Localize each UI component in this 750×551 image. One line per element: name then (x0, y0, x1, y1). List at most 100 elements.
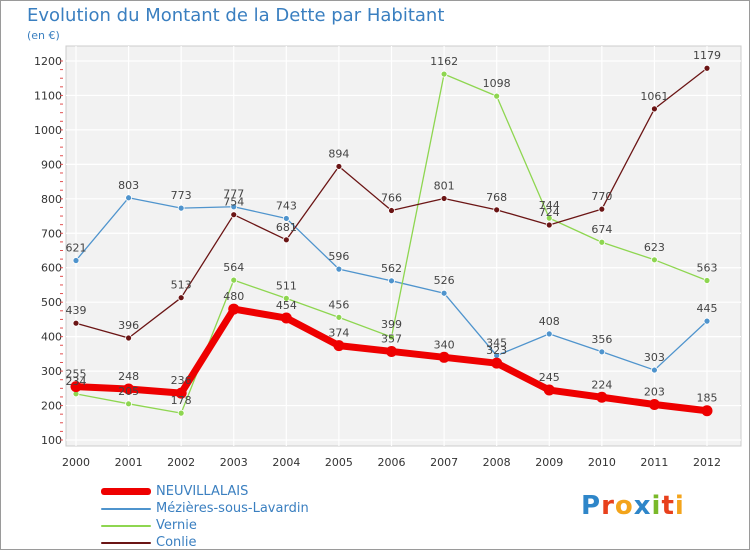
data-label: 234 (66, 375, 87, 388)
data-label: 623 (644, 241, 665, 254)
data-label: 357 (381, 332, 402, 345)
data-point (703, 277, 711, 284)
data-label: 303 (644, 351, 665, 364)
data-point (280, 312, 292, 324)
legend-item: Vernie (101, 517, 309, 534)
y-tick-label: 1000 (34, 124, 62, 137)
legend-item: NEUVILLALAIS (101, 483, 309, 500)
data-label: 674 (591, 223, 612, 236)
data-point (440, 70, 448, 78)
legend-label: Mézières-sous-Lavardin (156, 501, 309, 516)
data-label: 777 (223, 188, 244, 201)
data-label: 743 (276, 199, 297, 212)
data-label: 894 (328, 147, 349, 160)
data-point (703, 317, 711, 325)
data-label: 374 (328, 327, 349, 340)
data-point (545, 221, 553, 229)
data-point (333, 340, 345, 352)
data-point (230, 203, 238, 211)
legend-swatch (101, 541, 151, 544)
y-tick-label: 1200 (34, 55, 62, 68)
y-tick-label: 600 (41, 262, 62, 275)
x-tick-label: 2004 (272, 456, 300, 469)
chart-subtitle: (en €) (27, 29, 60, 42)
data-point (177, 294, 185, 302)
data-point (388, 333, 395, 341)
x-tick-label: 2000 (62, 456, 90, 469)
data-point (598, 348, 606, 356)
data-point (440, 195, 448, 202)
data-point (648, 399, 660, 411)
data-label: 439 (66, 304, 87, 317)
data-label: 205 (118, 385, 139, 398)
y-tick-label: 1100 (34, 89, 62, 102)
data-point (598, 238, 606, 246)
y-tick-label: 100 (41, 434, 62, 447)
data-point (596, 391, 608, 403)
data-label: 596 (328, 250, 349, 263)
y-tick-label: 400 (41, 331, 62, 344)
data-point (651, 256, 658, 264)
data-label: 511 (276, 279, 297, 292)
data-label: 408 (539, 315, 560, 328)
y-tick-label: 700 (41, 227, 62, 240)
data-label: 1061 (640, 90, 668, 103)
legend-item: Conlie (101, 534, 309, 551)
data-label: 724 (539, 206, 560, 219)
data-label: 456 (328, 298, 349, 311)
logo-letter: i (651, 491, 662, 521)
data-label: 773 (171, 189, 192, 202)
legend-label: Vernie (156, 518, 197, 533)
x-tick-label: 2012 (693, 456, 721, 469)
data-point (228, 303, 240, 315)
data-point (335, 265, 343, 273)
data-point (230, 276, 238, 284)
data-label: 396 (118, 319, 139, 332)
y-tick-label: 300 (41, 365, 62, 378)
data-point (282, 236, 290, 244)
data-label: 178 (171, 394, 192, 407)
data-label: 563 (697, 261, 718, 274)
data-label: 340 (434, 338, 455, 351)
data-label: 744 (539, 199, 560, 212)
data-point (282, 215, 290, 222)
x-tick-label: 2011 (640, 456, 668, 469)
data-label: 766 (381, 192, 402, 205)
data-point (125, 194, 132, 202)
y-tick-label: 200 (41, 400, 62, 413)
data-point (175, 387, 187, 399)
data-point (335, 163, 343, 170)
x-tick-label: 2009 (535, 456, 563, 469)
data-point (386, 345, 397, 357)
data-point (125, 400, 132, 408)
data-point (493, 206, 501, 214)
data-point (545, 214, 553, 222)
chart-legend: NEUVILLALAIS Mézières-sous-Lavardin Vernie… (101, 483, 309, 551)
data-label: 801 (434, 179, 455, 192)
data-point (70, 381, 82, 393)
data-point (493, 92, 501, 100)
logo-letter: r (601, 491, 615, 521)
data-label: 1179 (693, 49, 721, 62)
legend-label: Conlie (156, 535, 197, 550)
data-point (335, 313, 343, 321)
data-label: 754 (223, 196, 244, 209)
proxiti-logo: Proxiti (581, 491, 685, 521)
data-point (388, 207, 395, 214)
data-label: 245 (539, 371, 560, 384)
data-point (388, 277, 395, 285)
data-label: 803 (118, 179, 139, 192)
data-label: 768 (486, 191, 507, 204)
data-point (440, 289, 448, 297)
legend-swatch (101, 524, 151, 527)
data-point (230, 211, 238, 219)
x-tick-label: 2010 (588, 456, 616, 469)
data-label: 564 (223, 261, 244, 274)
data-label: 526 (434, 274, 455, 287)
data-label: 445 (697, 302, 718, 315)
data-point (282, 294, 290, 302)
data-point (177, 204, 185, 212)
logo-letter: P (581, 491, 602, 521)
data-point (598, 205, 606, 213)
